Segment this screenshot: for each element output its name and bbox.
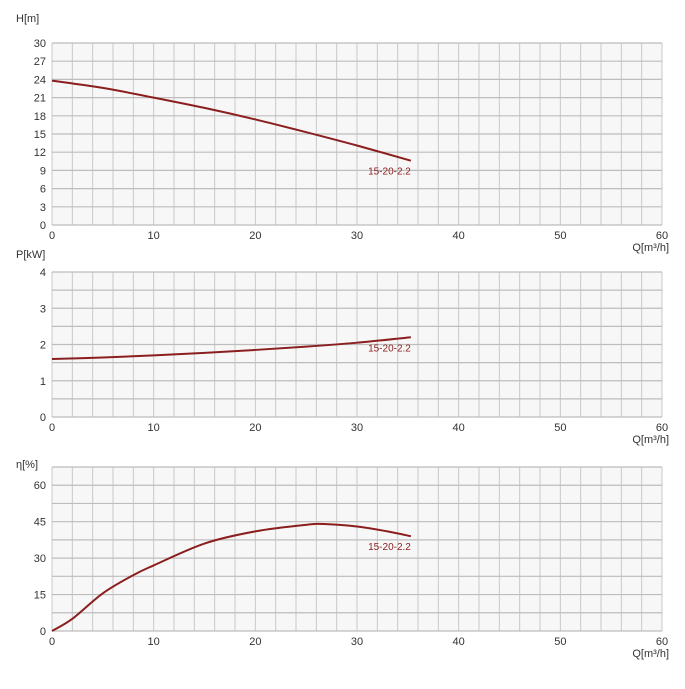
- x-tick-label: 60: [656, 422, 668, 434]
- x-tick-label: 0: [49, 422, 55, 434]
- x-tick-label: 50: [554, 422, 566, 434]
- efficiency-chart: 0 10 20 30 40 50 60 0 15 30 45 60 η[%] Q[m³/h] 15-20-2…: [16, 459, 669, 660]
- y-tick-label: 0: [40, 412, 46, 424]
- power-chart: 0 10 20 30 40 50 60 0 1 2 3 4 P[kW] Q[m³/h] 15-20-2.2: [16, 249, 669, 446]
- x-tick-label: 50: [554, 230, 566, 242]
- x-tick-label: 10: [148, 422, 160, 434]
- y-tick-label: 21: [34, 93, 46, 105]
- y-tick-label: 6: [40, 184, 46, 196]
- series-label: 15-20-2.2: [368, 167, 411, 178]
- head-chart: 0 10 20 30 40 50 60 0 3 6 9 12 15 18 21 24 27 30 H[m] Q[m³/…: [16, 13, 669, 254]
- series-curve: [51, 336, 411, 360]
- y-tick-label: 30: [34, 553, 46, 565]
- x-tick-label: 40: [453, 230, 465, 242]
- y-axis-label: P[kW]: [16, 249, 45, 261]
- series-label: 15-20-2.2: [368, 343, 411, 354]
- x-tick-label: 0: [49, 636, 55, 648]
- x-tick-label: 20: [249, 636, 261, 648]
- series-curve: [51, 79, 412, 162]
- y-tick-label: 15: [34, 590, 46, 602]
- x-tick-label: 30: [351, 636, 363, 648]
- y-tick-label: 18: [34, 111, 46, 123]
- y-tick-label: 24: [34, 74, 46, 86]
- y-tick-label: 9: [40, 165, 46, 177]
- series-label: 15-20-2.2: [368, 542, 411, 553]
- x-tick-label: 50: [554, 636, 566, 648]
- y-tick-label: 60: [34, 480, 46, 492]
- y-tick-label: 1: [40, 376, 46, 388]
- x-tick-label: 20: [249, 422, 261, 434]
- x-tick-label: 10: [148, 636, 160, 648]
- y-tick-label: 4: [40, 267, 46, 279]
- x-tick-label: 0: [49, 230, 55, 242]
- y-tick-label: 12: [34, 147, 46, 159]
- y-tick-label: 15: [34, 129, 46, 141]
- y-tick-label: 3: [40, 303, 46, 315]
- x-axis-label: Q[m³/h]: [632, 242, 669, 254]
- x-tick-label: 30: [351, 422, 363, 434]
- x-tick-label: 30: [351, 230, 363, 242]
- y-tick-label: 30: [34, 38, 46, 50]
- y-tick-label: 2: [40, 340, 46, 352]
- y-tick-label: 0: [40, 626, 46, 638]
- x-tick-label: 20: [249, 230, 261, 242]
- x-tick-label: 10: [148, 230, 160, 242]
- y-axis-label: H[m]: [16, 13, 39, 25]
- x-tick-label: 40: [453, 636, 465, 648]
- x-axis-label: Q[m³/h]: [632, 648, 669, 660]
- y-tick-label: 45: [34, 517, 46, 529]
- series-curve: [51, 522, 412, 632]
- y-tick-label: 3: [40, 202, 46, 214]
- y-axis-label: η[%]: [16, 459, 38, 471]
- y-tick-label: 0: [40, 220, 46, 232]
- x-tick-label: 60: [656, 636, 668, 648]
- x-axis-label: Q[m³/h]: [632, 434, 669, 446]
- x-tick-label: 40: [453, 422, 465, 434]
- x-tick-label: 60: [656, 230, 668, 242]
- y-tick-label: 27: [34, 56, 46, 68]
